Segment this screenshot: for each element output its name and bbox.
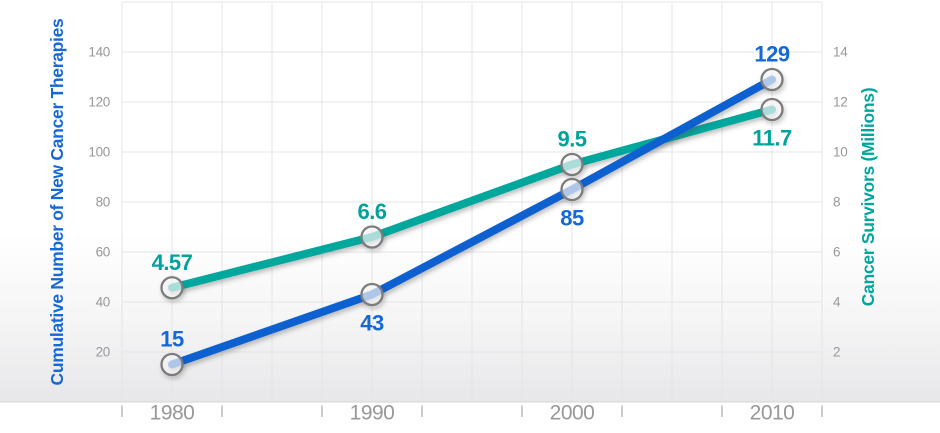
data-point-value-label: 43 xyxy=(360,311,384,336)
left-axis-title: Cumulative Number of New Cancer Therapie… xyxy=(47,18,67,386)
axis-tick-labels: 140 120 100 80 60 40 20 14 12 10 8 6 4 2 xyxy=(88,45,848,360)
data-point-value-labels: 4.57 6.6 9.5 11.7 15 43 85 129 xyxy=(152,42,793,352)
data-point-value-label: 85 xyxy=(560,206,584,231)
x-axis-year-label: 2010 xyxy=(750,402,795,425)
data-point-value-label: 6.6 xyxy=(357,199,386,224)
data-point-value-label: 4.57 xyxy=(152,250,193,275)
series-lines xyxy=(168,75,776,369)
data-point-marker xyxy=(760,97,784,122)
left-axis-tick-label: 40 xyxy=(96,295,110,310)
x-axis-label-strip xyxy=(0,403,940,433)
left-axis-tick-label: 140 xyxy=(88,45,110,60)
series-markers xyxy=(160,67,784,377)
right-axis-tick-label: 6 xyxy=(833,245,840,260)
x-axis-year-label: 2000 xyxy=(550,402,595,425)
data-point-value-label: 15 xyxy=(160,327,184,352)
data-point-marker xyxy=(360,282,384,307)
right-axis-tick-label: 2 xyxy=(833,345,840,360)
left-axis-tick-label: 20 xyxy=(96,345,110,360)
data-point-marker xyxy=(560,152,584,177)
data-point-value-label: 11.7 xyxy=(752,126,792,151)
left-axis-tick-label: 80 xyxy=(96,195,110,210)
data-point-value-label: 129 xyxy=(754,42,789,67)
left-axis-tick-label: 100 xyxy=(88,145,110,160)
x-axis-ticks xyxy=(121,405,823,417)
right-axis-title: Cancer Survivors (Millions) xyxy=(858,87,878,307)
right-axis-tick-label: 12 xyxy=(833,95,847,110)
right-axis-tick-label: 4 xyxy=(833,295,841,310)
data-point-marker xyxy=(160,352,184,377)
x-axis-year-label: 1990 xyxy=(350,402,395,425)
x-axis-year-labels: 1980 1990 2000 2010 xyxy=(150,402,795,425)
right-axis-tick-label: 14 xyxy=(833,45,848,60)
right-axis-tick-label: 10 xyxy=(833,145,847,160)
series-line-left xyxy=(168,75,776,369)
left-axis-tick-label: 60 xyxy=(96,245,110,260)
data-point-marker xyxy=(560,177,584,202)
left-axis-tick-label: 120 xyxy=(88,95,110,110)
x-axis-year-label: 1980 xyxy=(150,402,195,425)
right-axis-tick-label: 8 xyxy=(833,195,840,210)
data-point-marker xyxy=(760,67,784,92)
data-point-marker xyxy=(160,276,184,300)
data-point-marker xyxy=(360,225,384,249)
data-point-value-label: 9.5 xyxy=(557,127,586,152)
